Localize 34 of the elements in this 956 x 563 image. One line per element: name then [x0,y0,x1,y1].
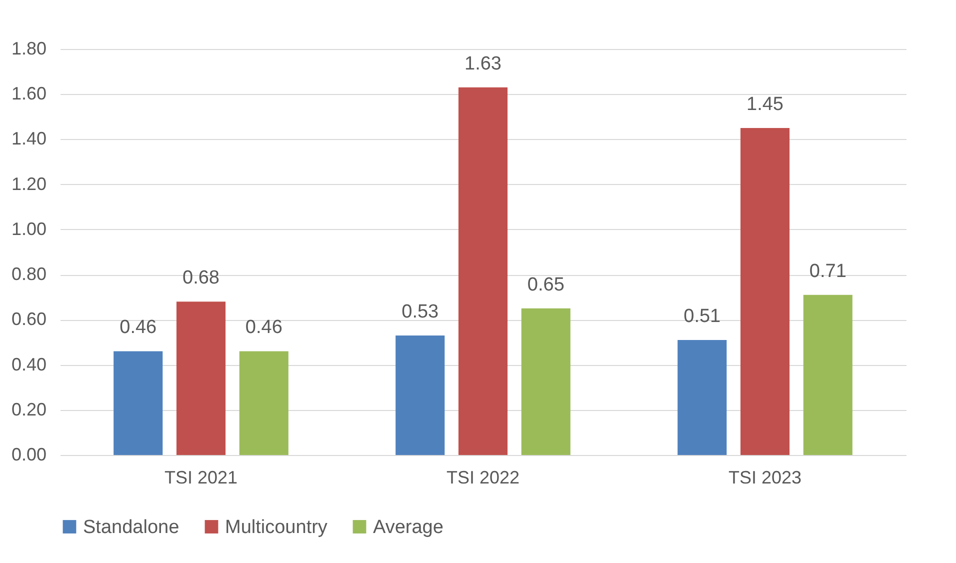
x-tick-label: TSI 2021 [164,468,238,488]
y-tick-label: 1.00 [11,218,46,239]
y-tick-label: 0.60 [11,309,46,330]
x-tick-label: TSI 2022 [446,468,520,488]
data-label: 0.68 [182,268,220,289]
y-tick-label: 0.20 [11,399,46,420]
data-label: 0.65 [527,274,564,296]
data-label: 0.71 [809,260,846,282]
y-tick-label: 1.80 [11,38,46,58]
data-label: 1.63 [464,53,502,74]
legend-label: Average [373,516,444,538]
y-tick-label: 0.00 [11,444,46,464]
data-label: 0.51 [684,306,721,327]
legend-label: Standalone [83,516,180,538]
data-label: 0.46 [245,317,282,338]
x-tick-label: TSI 2023 [728,468,802,488]
bar [458,87,508,455]
data-label: 1.45 [746,94,784,115]
y-tick-label: 1.60 [11,84,46,104]
data-label: 0.46 [120,317,157,338]
bar [803,294,852,455]
y-tick-label: 1.20 [11,174,46,194]
bar [678,340,727,455]
y-tick-label: 1.40 [11,128,46,149]
y-tick-label: 0.80 [11,264,46,284]
bar [114,351,163,455]
y-tick-label: 0.40 [11,354,46,374]
legend-label: Multicountry [225,516,328,538]
bar [396,335,445,455]
bar [176,302,226,455]
bar [740,128,790,455]
bar [521,308,570,455]
bar [239,351,288,455]
data-label: 0.53 [402,301,439,322]
